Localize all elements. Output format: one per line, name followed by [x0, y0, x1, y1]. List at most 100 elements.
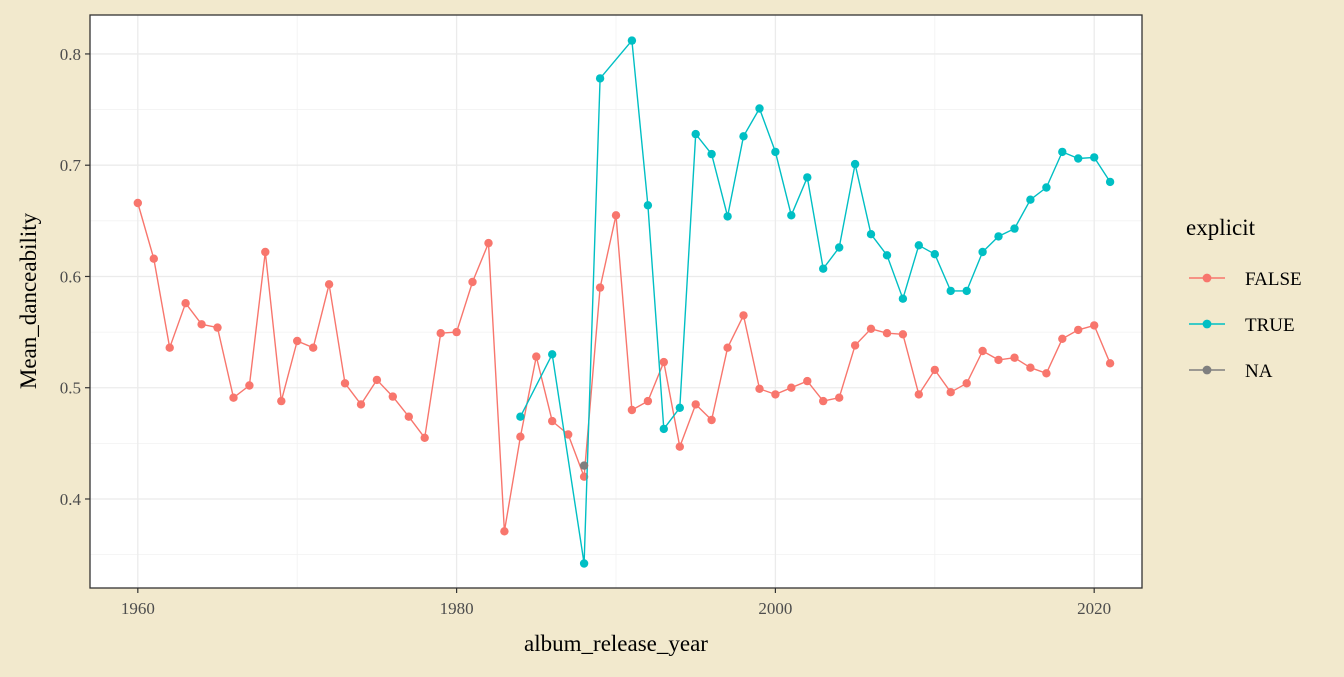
- data-point: [930, 365, 939, 375]
- data-point: [659, 424, 668, 434]
- series-true: [516, 36, 1115, 568]
- legend-title: explicit: [1186, 215, 1256, 240]
- data-point: [675, 403, 684, 412]
- data-point: [978, 247, 987, 257]
- data-point: [165, 343, 174, 352]
- data-point: [962, 286, 971, 296]
- data-point: [819, 396, 828, 406]
- data-point: [340, 379, 350, 388]
- data-point: [595, 283, 605, 292]
- y-tick-label: 0.7: [60, 156, 82, 175]
- data-point: [627, 36, 637, 45]
- data-point: [516, 432, 525, 441]
- data-point: [914, 241, 923, 250]
- data-point: [739, 311, 748, 320]
- data-point: [548, 416, 557, 426]
- minor-gridlines: [90, 15, 1142, 588]
- data-point: [866, 230, 876, 239]
- data-point: [1010, 353, 1019, 362]
- data-point: [771, 390, 780, 399]
- data-point: [245, 381, 254, 390]
- data-point: [516, 412, 525, 421]
- data-point: [643, 396, 653, 406]
- data-point: [882, 251, 892, 260]
- data-point: [388, 392, 397, 401]
- data-point: [882, 329, 892, 338]
- data-point: [468, 277, 477, 287]
- data-point: [723, 212, 732, 221]
- data-point: [1090, 321, 1099, 330]
- data-point: [229, 393, 238, 402]
- data-point: [1105, 177, 1115, 187]
- data-point: [1074, 154, 1083, 163]
- data-point: [579, 461, 589, 470]
- data-point: [643, 201, 653, 210]
- series-false: [133, 198, 1115, 536]
- data-point: [372, 375, 382, 385]
- data-point: [564, 430, 573, 439]
- data-point: [1026, 363, 1035, 372]
- data-point: [324, 280, 334, 289]
- data-point: [850, 341, 860, 350]
- data-point: [277, 396, 286, 406]
- legend-label: NA: [1245, 361, 1273, 382]
- data-point: [803, 376, 812, 386]
- data-point: [404, 412, 413, 421]
- data-point: [500, 527, 509, 536]
- legend-label: TRUE: [1245, 315, 1295, 336]
- x-tick-label: 2000: [758, 599, 792, 618]
- data-point: [739, 132, 748, 141]
- legend: explicit FALSE TRUE NA: [1186, 215, 1302, 382]
- data-point: [707, 415, 716, 425]
- data-point: [1010, 224, 1019, 233]
- data-point: [611, 211, 621, 220]
- y-tick-label: 0.6: [60, 267, 81, 286]
- data-point: [819, 264, 828, 273]
- data-point: [1058, 334, 1067, 343]
- y-axis-title: Mean_danceability: [16, 212, 41, 389]
- legend-entry-na: NA: [1189, 361, 1273, 382]
- data-point: [149, 254, 158, 263]
- data-point: [675, 442, 684, 451]
- data-point: [213, 323, 222, 332]
- data-point: [579, 559, 589, 568]
- data-point: [1074, 325, 1083, 335]
- data-point: [436, 329, 445, 338]
- y-tick-label: 0.4: [60, 490, 82, 509]
- data-point: [532, 352, 541, 361]
- data-point: [691, 400, 700, 409]
- data-point: [452, 327, 461, 337]
- data-point: [197, 320, 206, 329]
- data-point: [1042, 369, 1051, 378]
- y-tick-label: 0.8: [60, 45, 81, 64]
- legend-label: FALSE: [1245, 269, 1302, 290]
- data-point: [946, 286, 955, 296]
- data-point: [946, 388, 955, 397]
- data-point: [755, 384, 764, 393]
- data-point: [133, 198, 142, 208]
- data-point: [850, 159, 860, 169]
- data-point: [994, 232, 1003, 241]
- legend-key-point: [1202, 319, 1212, 329]
- data-point: [627, 405, 637, 415]
- plot-border: [89, 14, 1143, 589]
- data-point: [755, 104, 764, 113]
- data-point: [691, 129, 700, 139]
- x-axis-title: album_release_year: [524, 631, 708, 656]
- data-point: [723, 343, 732, 352]
- data-point: [484, 238, 493, 248]
- data-point: [866, 324, 876, 333]
- data-point: [659, 357, 668, 367]
- data-point: [261, 247, 270, 257]
- data-point: [420, 433, 429, 442]
- data-point: [787, 383, 796, 392]
- data-point: [1105, 359, 1115, 368]
- data-point: [914, 390, 923, 399]
- data-point: [803, 173, 812, 182]
- data-point: [356, 400, 366, 409]
- data-point: [835, 243, 844, 252]
- legend-key-point: [1202, 273, 1212, 283]
- data-point: [1090, 153, 1099, 162]
- y-tick-label: 0.5: [60, 379, 81, 398]
